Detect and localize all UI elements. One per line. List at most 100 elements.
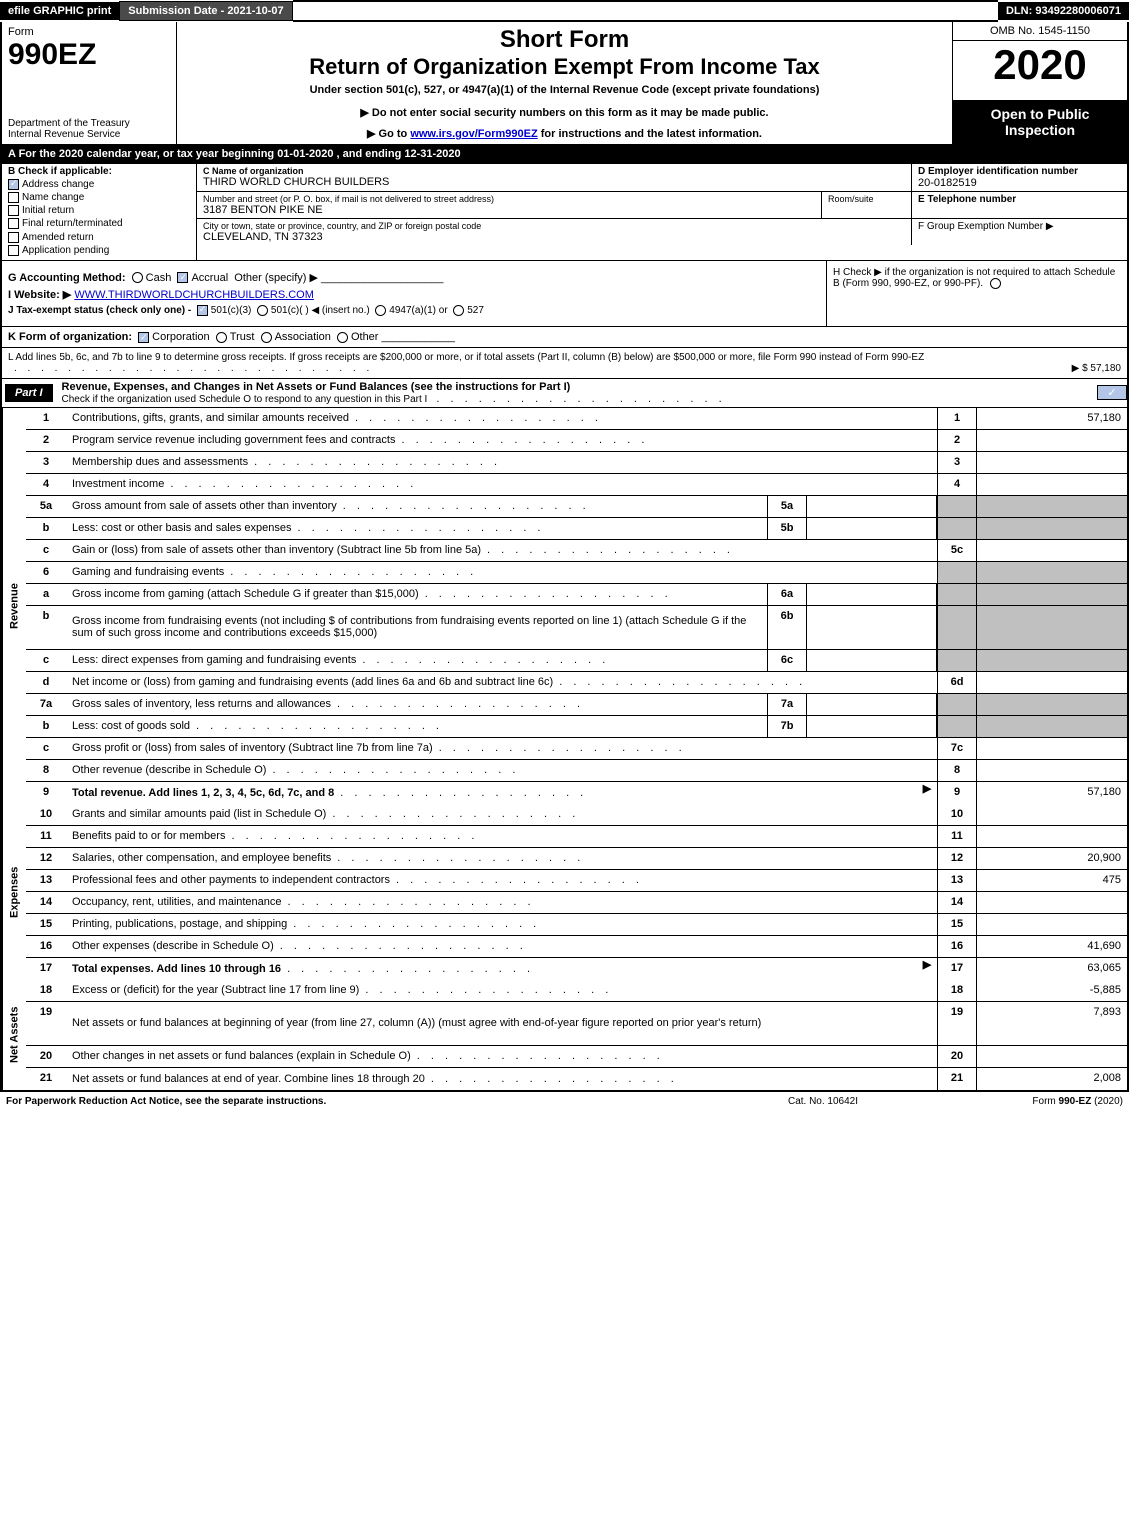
chk-amended-return[interactable]: Amended return [8, 232, 190, 243]
line-right-value: 475 [977, 870, 1127, 891]
line-right-value [977, 650, 1127, 671]
line-description: Net income or (loss) from gaming and fun… [66, 672, 937, 693]
website-line: I Website: ▶ WWW.THIRDWORLDCHURCHBUILDER… [8, 288, 820, 301]
city-value: CLEVELAND, TN 37323 [203, 231, 905, 243]
subline-label: 6b [767, 606, 807, 649]
accrual-label: Accrual [191, 272, 228, 284]
line-row: bLess: cost or other basis and sales exp… [26, 518, 1127, 540]
chk-final-return[interactable]: Final return/terminated [8, 218, 190, 229]
line-right-num: 10 [937, 804, 977, 825]
l-text: L Add lines 5b, 6c, and 7b to line 9 to … [8, 352, 924, 363]
line-description: Net assets or fund balances at end of ye… [66, 1068, 937, 1090]
radio-other[interactable] [337, 332, 348, 343]
line-right-num: 11 [937, 826, 977, 847]
line-row: 8Other revenue (describe in Schedule O).… [26, 760, 1127, 782]
subline-label: 7b [767, 716, 807, 737]
subline-value [807, 606, 937, 649]
subline-label: 7a [767, 694, 807, 715]
line-number: 19 [26, 1002, 66, 1045]
chk-corporation[interactable] [138, 332, 149, 343]
cell-c-name: C Name of organization THIRD WORLD CHURC… [197, 164, 912, 192]
city-label: City or town, state or province, country… [203, 221, 905, 231]
line-description: Grants and similar amounts paid (list in… [66, 804, 937, 825]
line-description: Other expenses (describe in Schedule O).… [66, 936, 937, 957]
radio-501c[interactable] [257, 305, 268, 316]
line-row: dNet income or (loss) from gaming and fu… [26, 672, 1127, 694]
line-right-value [977, 606, 1127, 649]
line-number: b [26, 716, 66, 737]
line-right-value [977, 584, 1127, 605]
section-h: H Check ▶ if the organization is not req… [827, 261, 1127, 326]
line-row: 4Investment income. . . . . . . . . . . … [26, 474, 1127, 496]
cell-city: City or town, state or province, country… [197, 219, 912, 245]
line-right-value [977, 892, 1127, 913]
subline-label: 6a [767, 584, 807, 605]
line-description: Total expenses. Add lines 10 through 16.… [66, 958, 917, 980]
line-description: Gross income from gaming (attach Schedul… [66, 584, 767, 605]
l-amount: ▶ $ 57,180 [1072, 363, 1121, 374]
section-b-title: B Check if applicable: [8, 166, 190, 177]
line-number: 14 [26, 892, 66, 913]
line-right-value [977, 760, 1127, 781]
chk-application-pending[interactable]: Application pending [8, 245, 190, 256]
header-right: OMB No. 1545-1150 2020 Open to Public In… [952, 22, 1127, 144]
line-description: Contributions, gifts, grants, and simila… [66, 408, 937, 429]
addr-label: Number and street (or P. O. box, if mail… [203, 194, 815, 204]
line-description: Gain or (loss) from sale of assets other… [66, 540, 937, 561]
line-row: 11Benefits paid to or for members. . . .… [26, 826, 1127, 848]
line-right-value [977, 672, 1127, 693]
d-label: D Employer identification number [918, 166, 1121, 177]
row-city: City or town, state or province, country… [197, 219, 1127, 245]
radio-trust[interactable] [216, 332, 227, 343]
line-right-num [937, 518, 977, 539]
radio-cash[interactable] [132, 272, 143, 283]
chk-accrual[interactable] [177, 272, 188, 283]
line-number: 11 [26, 826, 66, 847]
line-number: 8 [26, 760, 66, 781]
line-number: 13 [26, 870, 66, 891]
website-link[interactable]: WWW.THIRDWORLDCHURCHBUILDERS.COM [74, 289, 314, 301]
chk-501c3[interactable] [197, 305, 208, 316]
line-number: c [26, 540, 66, 561]
line-right-value [977, 1046, 1127, 1067]
line-right-value [977, 694, 1127, 715]
efile-label[interactable]: efile GRAPHIC print [0, 2, 119, 20]
irs-link[interactable]: www.irs.gov/Form990EZ [410, 128, 537, 140]
part-1-tag: Part I [5, 384, 53, 402]
cash-label: Cash [146, 272, 172, 284]
line-number: 15 [26, 914, 66, 935]
chk-name-change[interactable]: Name change [8, 192, 190, 203]
footer-left: For Paperwork Reduction Act Notice, see … [6, 1096, 723, 1107]
header-middle: Short Form Return of Organization Exempt… [177, 22, 952, 144]
radio-4947[interactable] [375, 305, 386, 316]
line-row: aGross income from gaming (attach Schedu… [26, 584, 1127, 606]
line-number: 1 [26, 408, 66, 429]
tax-exempt-status: J Tax-exempt status (check only one) - 5… [8, 305, 820, 316]
omb-number: OMB No. 1545-1150 [953, 22, 1127, 41]
line-number: c [26, 650, 66, 671]
line-right-value: 57,180 [977, 408, 1127, 429]
line-right-value [977, 496, 1127, 517]
line-description: Net assets or fund balances at beginning… [66, 1002, 937, 1045]
line-right-value [977, 738, 1127, 759]
line-row: 17Total expenses. Add lines 10 through 1… [26, 958, 1127, 980]
form-header: Form 990EZ Department of the Treasury In… [0, 22, 1129, 146]
line-right-num: 5c [937, 540, 977, 561]
part-1-checkbox[interactable]: ✓ [1097, 385, 1127, 400]
line-description: Benefits paid to or for members. . . . .… [66, 826, 937, 847]
radio-527[interactable] [453, 305, 464, 316]
line-description: Occupancy, rent, utilities, and maintena… [66, 892, 937, 913]
line-description: Excess or (deficit) for the year (Subtra… [66, 980, 937, 1001]
line-right-value [977, 474, 1127, 495]
line-number: 6 [26, 562, 66, 583]
chk-address-change[interactable]: Address change [8, 179, 190, 190]
radio-h[interactable] [990, 278, 1001, 289]
k-label: K Form of organization: [8, 331, 132, 343]
chk-initial-return[interactable]: Initial return [8, 205, 190, 216]
radio-association[interactable] [261, 332, 272, 343]
line-row: 3Membership dues and assessments. . . . … [26, 452, 1127, 474]
line-row: 18Excess or (deficit) for the year (Subt… [26, 980, 1127, 1002]
line-right-value [977, 804, 1127, 825]
line-right-num: 12 [937, 848, 977, 869]
footer-right: Form 990-EZ (2020) [923, 1096, 1123, 1107]
